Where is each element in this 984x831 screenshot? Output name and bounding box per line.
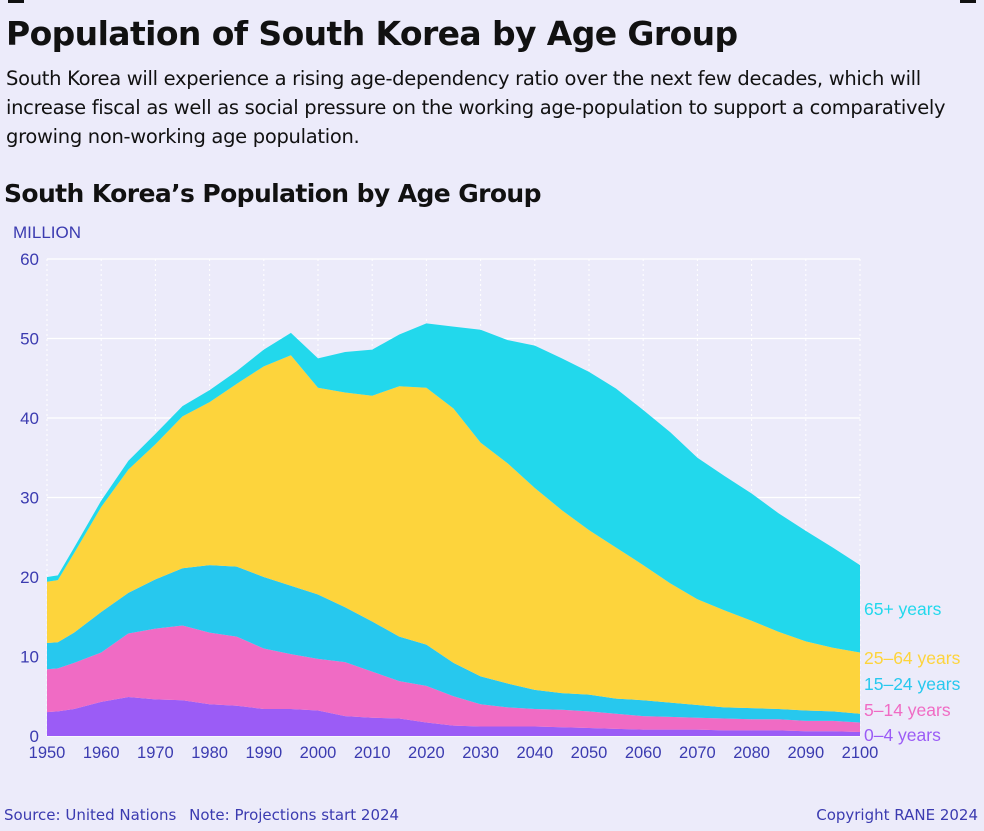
x-tick-label: 2030 xyxy=(462,744,499,762)
legend: 0–4 years 5–14 years 15–24 years 25–64 year… xyxy=(864,599,961,745)
headline: Population of South Korea by Age Group xyxy=(6,14,738,53)
x-tick-label: 1950 xyxy=(29,744,66,762)
note-text: Note: Projections start 2024 xyxy=(189,806,400,824)
corner-mark-left xyxy=(8,0,24,3)
dek: South Korea will experience a rising age… xyxy=(6,67,946,148)
copyright-text: Copyright RANE 2024 xyxy=(816,806,978,824)
x-tick-label: 2070 xyxy=(679,744,716,762)
y-tick-label: 60 xyxy=(20,250,39,269)
x-tick-label: 2020 xyxy=(408,744,445,762)
x-tick-label: 2000 xyxy=(300,744,337,762)
y-tick-label: 30 xyxy=(20,489,39,508)
y-tick-label: 20 xyxy=(20,568,39,587)
y-tick-label: 0 xyxy=(30,727,39,746)
y-axis-unit-label: MILLION xyxy=(13,223,81,242)
x-tick-label: 1980 xyxy=(191,744,228,762)
x-tick-label: 2010 xyxy=(354,744,391,762)
legend-label-65plus-years: 65+ years xyxy=(864,599,942,619)
chart-title: South Korea’s Population by Age Group xyxy=(4,179,542,208)
legend-label-25-64-years: 25–64 years xyxy=(864,648,961,668)
x-tick-label: 2100 xyxy=(842,744,879,762)
area-series xyxy=(47,323,860,736)
footer-source: Source: United Nations Note: Projections… xyxy=(4,806,399,824)
source-text: Source: United Nations xyxy=(4,806,177,824)
legend-label-5-14-years: 5–14 years xyxy=(864,700,951,720)
x-tick-label: 2080 xyxy=(733,744,770,762)
area-15-24-years xyxy=(47,565,860,723)
x-tick-label: 1970 xyxy=(137,744,174,762)
x-tick-label: 2050 xyxy=(571,744,608,762)
x-tick-label: 2090 xyxy=(787,744,824,762)
x-tick-label: 2060 xyxy=(625,744,662,762)
y-tick-label: 10 xyxy=(20,648,39,667)
legend-label-0-4-years: 0–4 years xyxy=(864,725,941,745)
x-tick-label: 1960 xyxy=(83,744,120,762)
area-0-4-years xyxy=(47,697,860,736)
y-tick-label: 50 xyxy=(20,330,39,349)
legend-label-15-24-years: 15–24 years xyxy=(864,674,961,694)
corner-mark-right xyxy=(960,0,976,3)
area-25-64-years xyxy=(47,355,860,714)
x-tick-label: 2040 xyxy=(516,744,553,762)
y-tick-label: 40 xyxy=(20,409,39,428)
x-tick-label: 1990 xyxy=(245,744,282,762)
area-65plus-years xyxy=(47,323,860,653)
area-5-14-years xyxy=(47,625,860,733)
